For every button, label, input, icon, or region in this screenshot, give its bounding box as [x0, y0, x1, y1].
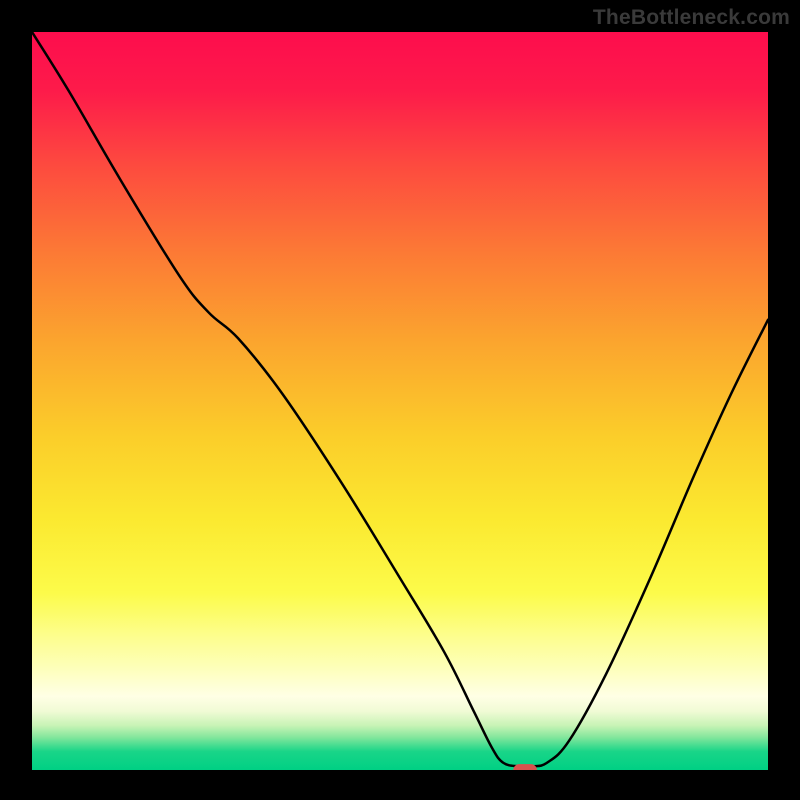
plot-area	[32, 32, 768, 770]
watermark-text: TheBottleneck.com	[593, 6, 790, 30]
bottleneck-curve	[32, 32, 768, 767]
chart-container: TheBottleneck.com	[0, 0, 800, 800]
valley-marker	[513, 764, 537, 770]
curve-svg	[32, 32, 768, 770]
